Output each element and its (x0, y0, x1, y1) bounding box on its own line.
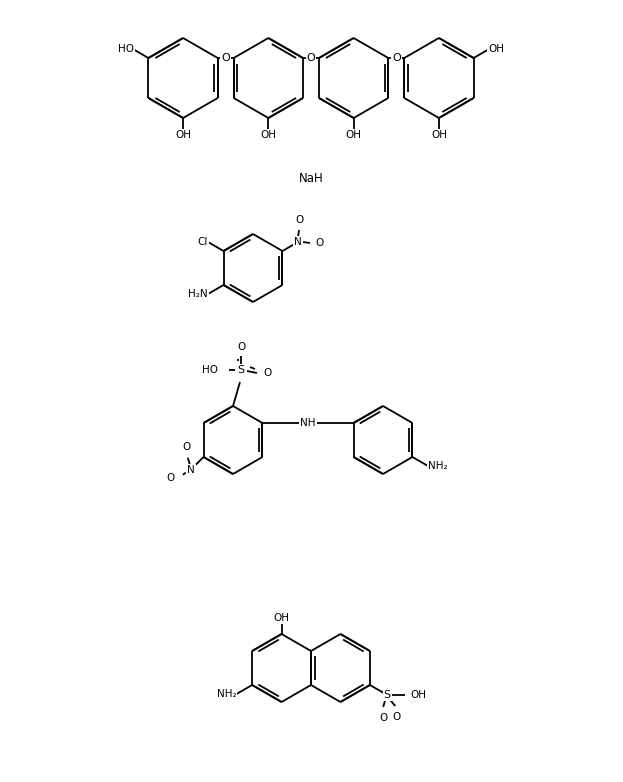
Text: S: S (237, 365, 245, 375)
Text: OH: OH (431, 130, 447, 140)
Text: O: O (183, 442, 191, 452)
Text: OH: OH (273, 613, 290, 623)
Text: O: O (315, 238, 323, 248)
Text: HO: HO (202, 365, 218, 375)
Text: HO: HO (118, 45, 134, 55)
Text: O: O (221, 53, 230, 63)
Text: S: S (384, 690, 391, 700)
Text: OH: OH (346, 130, 361, 140)
Text: OH: OH (488, 45, 504, 55)
Text: OH: OH (410, 690, 426, 700)
Text: NH₂: NH₂ (428, 461, 448, 471)
Text: Cl: Cl (197, 237, 208, 247)
Text: OH: OH (260, 130, 277, 140)
Text: O: O (392, 53, 401, 63)
Text: N: N (187, 465, 195, 475)
Text: O: O (166, 473, 175, 482)
Text: O: O (307, 53, 315, 63)
Text: O: O (392, 712, 401, 722)
Text: H₂N: H₂N (188, 289, 208, 299)
Text: NH₂: NH₂ (217, 689, 237, 699)
Text: N: N (294, 237, 302, 247)
Text: NaH: NaH (298, 171, 323, 185)
Text: O: O (237, 342, 245, 352)
Text: OH: OH (175, 130, 191, 140)
Text: O: O (379, 713, 388, 723)
Text: O: O (295, 215, 303, 225)
Text: O: O (263, 368, 271, 378)
Text: NH: NH (300, 418, 316, 428)
